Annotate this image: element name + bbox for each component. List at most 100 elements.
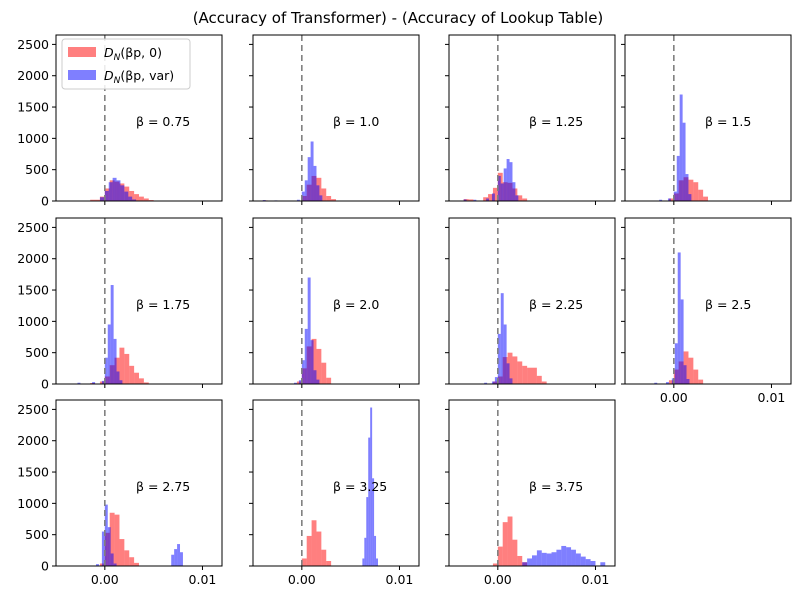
blue-bar <box>298 380 302 384</box>
x-tick-label: 0.01 <box>758 390 786 405</box>
blue-bar <box>177 544 181 566</box>
red-bar <box>143 198 149 201</box>
axes-frame <box>448 217 616 385</box>
axes-frame <box>252 399 420 567</box>
red-bar <box>488 194 493 201</box>
x-tick-label: 0.01 <box>189 572 217 587</box>
blue-bar <box>171 554 175 566</box>
blue-bar <box>491 193 495 201</box>
red-bar <box>114 514 120 566</box>
blue-bar <box>506 159 510 201</box>
red-bar <box>134 372 139 384</box>
axes-frame <box>55 217 223 385</box>
red-bar <box>311 338 317 384</box>
blue-bar <box>515 195 519 201</box>
axes-frame <box>624 34 792 202</box>
y-tick-label: 2000 <box>17 433 49 448</box>
blue-bar <box>362 558 365 566</box>
red-bar <box>326 560 332 566</box>
beta-label: β = 2.0 <box>333 297 379 312</box>
blue-bar <box>128 196 133 201</box>
blue-bar <box>500 293 504 384</box>
blue-bar <box>590 560 596 566</box>
red-bar <box>109 512 115 566</box>
red-bar <box>301 558 307 566</box>
blue-bar <box>376 558 378 566</box>
blue-bar <box>113 563 117 566</box>
axes-frame <box>448 34 616 202</box>
red-bar <box>483 197 489 201</box>
y-tick-label: 1000 <box>17 314 49 329</box>
blue-bar <box>116 371 120 384</box>
blue-bar <box>685 174 689 201</box>
blue-bar <box>500 183 504 201</box>
x-tick-label: 0.00 <box>484 572 512 587</box>
axes-frame <box>55 399 223 567</box>
red-bar <box>512 356 518 384</box>
y-tick-label: 500 <box>25 345 49 360</box>
x-tick-label: 0.00 <box>91 572 119 587</box>
red-bar <box>311 520 317 566</box>
red-bar <box>129 557 135 566</box>
legend-swatch <box>68 70 96 80</box>
blue-bar <box>580 556 586 566</box>
y-tick-label: 2500 <box>17 37 49 52</box>
blue-bar <box>541 552 547 566</box>
red-bar <box>522 365 528 384</box>
blue-bar <box>679 94 683 201</box>
blue-bar <box>561 545 567 566</box>
blue-bar <box>497 175 501 201</box>
red-bar <box>507 352 513 384</box>
plot-area <box>262 141 336 201</box>
red-bar <box>492 563 498 566</box>
y-tick-label: 1000 <box>17 496 49 511</box>
panel-11: 0.00 0.01 β = 3.75 <box>445 399 616 587</box>
red-bar <box>326 195 332 201</box>
red-bar <box>688 179 694 201</box>
blue-bar <box>551 552 557 566</box>
blue-bar <box>491 381 495 384</box>
y-tick-label: 2000 <box>17 251 49 266</box>
blue-bar <box>571 549 576 566</box>
blue-bar <box>119 380 123 384</box>
red-bar <box>512 539 518 566</box>
blue-bar <box>104 504 108 566</box>
red-bar <box>668 198 674 201</box>
x-tick-label: 0.01 <box>582 572 610 587</box>
y-tick-label: 500 <box>25 162 49 177</box>
beta-label: β = 2.5 <box>705 297 751 312</box>
blue-bar <box>680 299 684 384</box>
blue-bar <box>686 378 690 384</box>
blue-bar <box>497 333 501 384</box>
blue-bar <box>659 199 663 201</box>
blue-bar <box>585 559 591 566</box>
red-bar <box>668 380 674 384</box>
beta-label: β = 3.25 <box>333 479 387 494</box>
blue-bar <box>463 199 467 201</box>
red-bar <box>517 361 523 384</box>
blue-bar <box>673 191 677 201</box>
red-bar <box>532 367 537 384</box>
blue-bar <box>512 182 516 201</box>
blue-bar <box>104 357 108 384</box>
red-bar <box>541 381 547 384</box>
blue-bar <box>366 497 369 566</box>
red-bar <box>468 199 474 201</box>
blue-bar <box>316 379 320 384</box>
blue-bar <box>101 380 105 384</box>
plot-area <box>659 94 708 201</box>
beta-label: β = 3.75 <box>529 479 583 494</box>
blue-bar <box>654 382 658 384</box>
blue-bar <box>546 553 552 566</box>
red-bar <box>316 531 322 566</box>
blue-bar <box>174 549 178 566</box>
red-bar <box>134 562 139 566</box>
blue-bar <box>112 177 117 201</box>
legend-label: DN(βp, 0) <box>104 45 162 63</box>
blue-bar <box>316 185 320 201</box>
blue-bar <box>677 252 681 384</box>
panel-10: 0.00 0.01 β = 3.25 <box>249 399 420 587</box>
blue-bar <box>296 199 300 201</box>
y-tick-label: 2500 <box>17 402 49 417</box>
